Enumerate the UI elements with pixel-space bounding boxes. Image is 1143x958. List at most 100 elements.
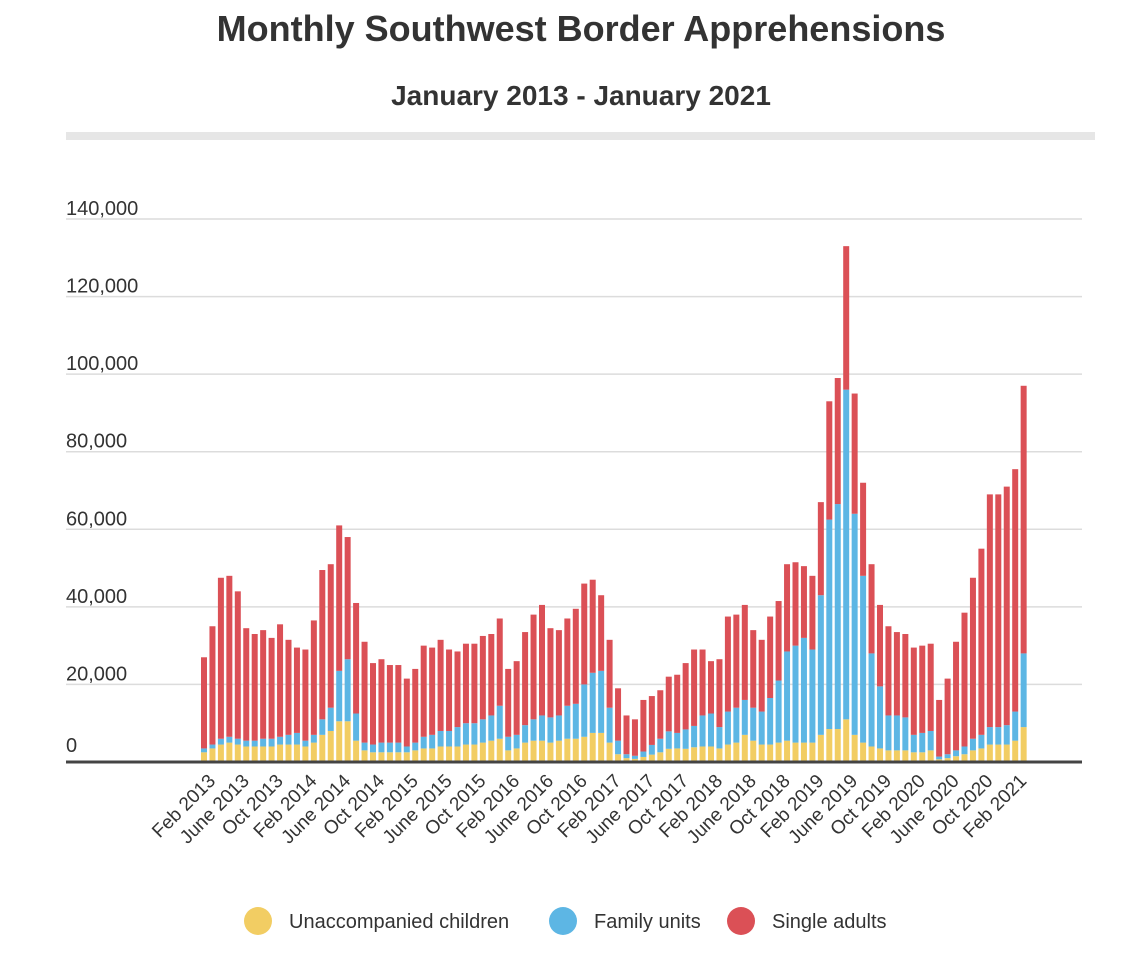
bar-segment-single-adults: [217, 577, 224, 739]
bar-stack: [429, 647, 436, 762]
bar-segment-unaccompanied-children: [877, 748, 883, 762]
bar-segment-unaccompanied-children: [319, 734, 326, 762]
y-tick-label: 0: [66, 735, 77, 757]
bar-segment-family-units: [370, 744, 376, 753]
bar-segment-family-units: [395, 742, 402, 753]
bar-stack: [606, 639, 613, 762]
bar-segment-single-adults: [792, 562, 799, 646]
bar-segment-unaccompanied-children: [640, 756, 647, 762]
legend-item[interactable]: Family units: [549, 907, 701, 935]
bar-stack: [733, 614, 740, 762]
bar-stack: [986, 494, 993, 762]
bar-segment-single-adults: [581, 583, 588, 685]
bar-stack: [1020, 385, 1027, 762]
bar-segment-family-units: [800, 637, 807, 743]
bar-segment-family-units: [784, 651, 791, 741]
bar-stack: [919, 645, 926, 762]
bar-segment-family-units: [995, 727, 1002, 745]
bar-segment-single-adults: [420, 645, 427, 737]
bar-segment-unaccompanied-children: [378, 752, 385, 762]
bar-stack: [758, 639, 765, 762]
bar-segment-unaccompanied-children: [547, 742, 554, 762]
bar-segment-unaccompanied-children: [708, 746, 714, 762]
bar-segment-family-units: [699, 715, 706, 747]
bar-segment-unaccompanied-children: [775, 742, 782, 762]
legend-item[interactable]: Unaccompanied children: [244, 907, 509, 935]
bar-segment-family-units: [691, 725, 698, 748]
bar-segment-family-units: [724, 711, 731, 745]
bar-stack: [479, 635, 486, 762]
bar-segment-unaccompanied-children: [251, 746, 258, 762]
bar-segment-family-units: [437, 730, 444, 747]
bar-segment-unaccompanied-children: [505, 750, 512, 762]
bar-stack: [310, 620, 317, 762]
legend-item[interactable]: Single adults: [727, 907, 887, 935]
bar-segment-unaccompanied-children: [750, 740, 757, 762]
bar-stack: [936, 699, 943, 762]
bar-segment-single-adults: [733, 614, 740, 708]
bar-segment-family-units: [733, 707, 740, 743]
bar-segment-single-adults: [370, 663, 376, 745]
chart-subtitle: January 2013 - January 2021: [391, 80, 771, 111]
bar-segment-single-adults: [716, 659, 723, 728]
bar-segment-single-adults: [462, 643, 469, 724]
bar-segment-unaccompanied-children: [539, 740, 545, 762]
bar-stack: [209, 626, 216, 762]
bar-segment-single-adults: [750, 630, 757, 708]
bar-segment-single-adults: [226, 575, 233, 737]
bar-stack: [682, 663, 689, 762]
bar-segment-single-adults: [201, 657, 207, 749]
bar-segment-single-adults: [598, 595, 605, 671]
bar-segment-single-adults: [285, 639, 292, 735]
legend: Unaccompanied children Family units Single…: [244, 907, 887, 935]
bar-segment-single-adults: [513, 661, 520, 735]
bar-segment-unaccompanied-children: [606, 742, 613, 762]
bar-segment-family-units: [665, 731, 672, 749]
bar-stack: [344, 537, 351, 762]
bar-segment-family-units: [201, 748, 207, 753]
bar-stack: [446, 649, 453, 762]
bar-stack: [243, 628, 250, 762]
bar-stack: [395, 665, 402, 762]
bar-segment-family-units: [986, 727, 993, 745]
bar-segment-unaccompanied-children: [961, 754, 968, 762]
bar-stack: [927, 643, 934, 762]
y-tick-label: 80,000: [66, 431, 127, 453]
bar-stack: [792, 562, 799, 762]
bar-segment-unaccompanied-children: [226, 742, 233, 762]
bar-segment-single-adults: [699, 649, 706, 716]
bar-segment-family-units: [961, 746, 968, 755]
bar-stack: [496, 618, 503, 762]
bar-segment-family-units: [969, 738, 976, 751]
bar-stack: [420, 645, 427, 762]
bar-segment-unaccompanied-children: [910, 752, 917, 762]
y-tick-label: 140,000: [66, 198, 138, 220]
bar-segment-unaccompanied-children: [344, 721, 351, 762]
bar-stack: [800, 566, 807, 762]
bar-stack: [724, 616, 731, 762]
bar-stack: [674, 674, 681, 762]
bar-stack: [370, 663, 376, 762]
bar-segment-unaccompanied-children: [268, 746, 275, 762]
bar-segment-family-units: [260, 738, 267, 747]
bar-stack: [657, 690, 664, 762]
bar-segment-single-adults: [446, 649, 453, 731]
bar-segment-unaccompanied-children: [395, 752, 402, 762]
bar-segment-single-adults: [302, 649, 309, 741]
bar-segment-family-units: [378, 742, 385, 753]
bar-segment-unaccompanied-children: [260, 746, 267, 762]
y-tick-label: 100,000: [66, 353, 138, 375]
bar-segment-single-adults: [395, 665, 402, 743]
y-tick-label: 20,000: [66, 663, 127, 685]
bar-segment-unaccompanied-children: [631, 758, 638, 762]
bar-segment-unaccompanied-children: [978, 748, 985, 762]
bar-segment-single-adults: [522, 632, 529, 726]
bar-stack: [302, 649, 309, 762]
bar-segment-family-units: [209, 744, 216, 749]
bar-segment-unaccompanied-children: [1003, 744, 1010, 762]
legend-label: Unaccompanied children: [289, 911, 509, 933]
bar-stack: [437, 639, 444, 762]
bar-segment-unaccompanied-children: [665, 748, 672, 762]
bar-segment-single-adults: [682, 663, 689, 730]
